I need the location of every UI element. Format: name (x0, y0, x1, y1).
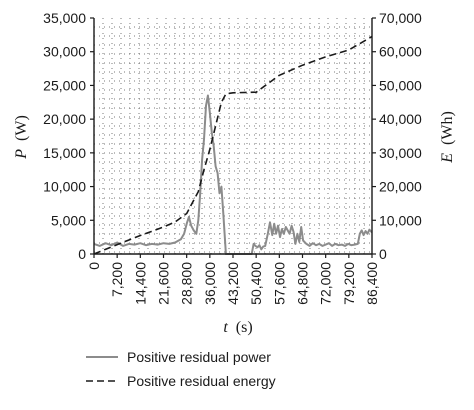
y-left-tick-label: 25,000 (43, 77, 86, 93)
y-right-tick-label: 10,000 (379, 212, 422, 228)
axes-layer (93, 18, 373, 255)
x-tick-label: 43,200 (225, 262, 241, 305)
x-tick-label: 64,800 (295, 262, 311, 305)
y-right-tick-label: 0 (379, 246, 387, 262)
x-axis-unit: (s) (236, 319, 253, 336)
x-axis-title: t (s) (223, 319, 252, 336)
y-left-tick-label: 15,000 (43, 145, 86, 161)
x-tick-label: 0 (86, 262, 102, 270)
y-left-tick-label: 30,000 (43, 44, 86, 60)
y-right-tick-label: 70,000 (379, 10, 422, 26)
y-axis-left-unit: (W) (13, 115, 30, 141)
y-right-tick-label: 60,000 (379, 44, 422, 60)
x-tick-label: 36,000 (202, 262, 218, 305)
legend-label-energy: Positive residual energy (127, 373, 276, 389)
y-axis-left-symbol: P (13, 149, 30, 160)
y-right-tick-label: 40,000 (379, 111, 422, 127)
y-left-tick-label: 10,000 (43, 179, 86, 195)
legend-label-power: Positive residual power (127, 349, 271, 365)
y-axis-left-title: P (W) (13, 115, 30, 160)
x-tick-label: 79,200 (341, 262, 357, 305)
x-tick-label: 86,400 (364, 262, 380, 305)
y-axis-right-symbol: E (439, 153, 456, 164)
legend-item-energy: Positive residual energy (86, 373, 276, 389)
y-left-tick-label: 0 (78, 246, 86, 262)
x-tick-label: 50,400 (248, 262, 264, 305)
x-axis-symbol: t (223, 319, 228, 336)
x-tick-label: 57,600 (271, 262, 287, 305)
legend-item-power: Positive residual power (86, 349, 271, 365)
y-axis-right-unit: (Wh) (439, 111, 456, 145)
x-tick-label: 7,200 (109, 262, 125, 297)
y-right-tick-label: 50,000 (379, 77, 422, 93)
ticks-layer: 0 5,000 10,000 15,000 20,000 25,000 30,000 35,0… (43, 10, 422, 305)
y-left-tick-label: 20,000 (43, 111, 86, 127)
x-tick-label: 28,800 (179, 262, 195, 305)
y-right-tick-label: 30,000 (379, 145, 422, 161)
y-right-tick-label: 20,000 (379, 179, 422, 195)
x-tick-label: 14,400 (132, 262, 148, 305)
y-axis-right-title: E (Wh) (439, 111, 456, 164)
x-tick-label: 21,600 (156, 262, 172, 305)
series-layer (93, 35, 373, 255)
y-left-tick-label: 5,000 (51, 212, 86, 228)
legend: Positive residual power Positive residua… (86, 349, 276, 389)
x-tick-label: 72,000 (318, 262, 334, 305)
series-positive-residual-power (93, 94, 373, 255)
y-left-tick-label: 35,000 (43, 10, 86, 26)
series-positive-residual-energy (93, 35, 373, 255)
grid-layer (94, 18, 372, 254)
